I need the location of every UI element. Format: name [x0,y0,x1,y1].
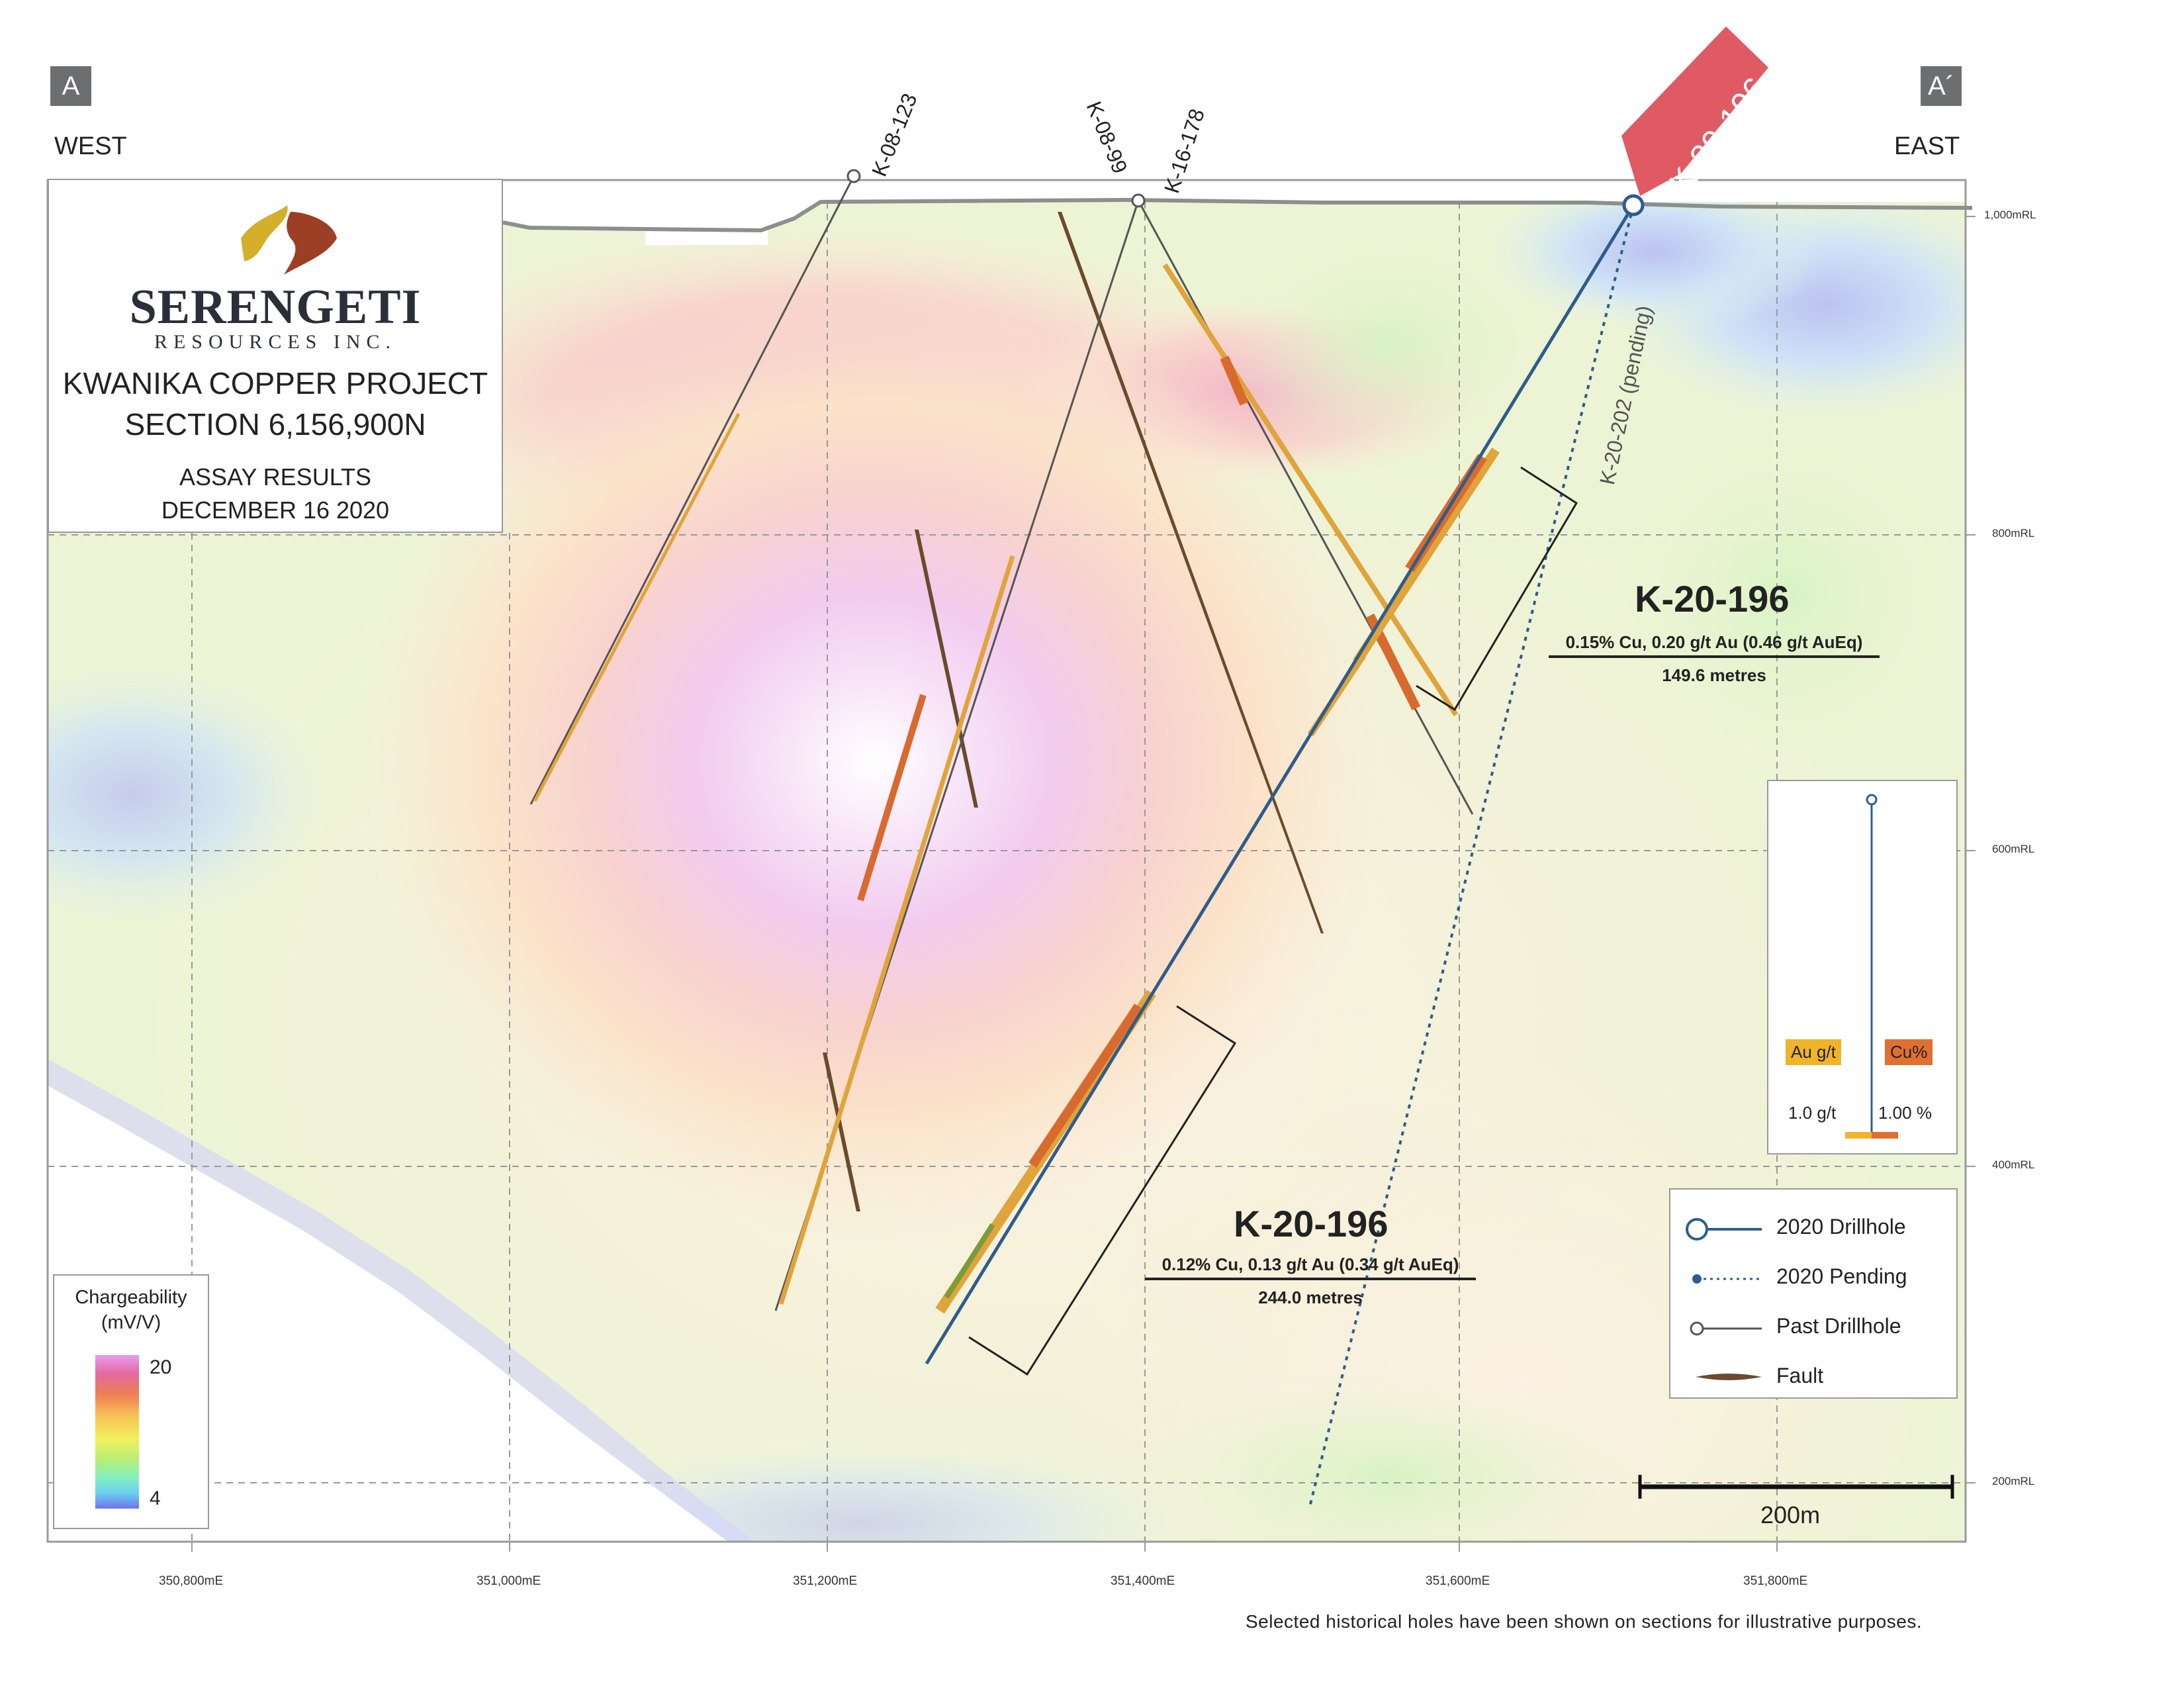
chargeability-title: Chargeability (mV/V) [54,1285,208,1335]
company-name: SERENGETI [129,280,422,334]
scale-bar [1638,1475,1954,1499]
fault-icon [1696,1374,1762,1380]
easting-label: 351,200mE [793,1574,858,1588]
legend-2020-drillhole: 2020 Drillhole [1776,1215,1906,1239]
legend-symbols [1686,1218,1762,1380]
pending-drillhole [1308,205,1635,1510]
assay-histograms [533,263,1500,1314]
elevation-label: 800mRL [1992,527,2035,539]
easting-label: 350,800mE [159,1574,224,1588]
drillhole-2020-icon [1686,1218,1762,1241]
elevation-label: 400mRL [1992,1158,2035,1171]
drillhole-2020 [925,204,1635,1365]
elevation-label: 200mRL [1992,1475,2035,1487]
title-box: SERENGETI RESOURCES INC. KWANIKA COPPER … [48,179,503,533]
footnote: Selected historical holes have been show… [1246,1611,1923,1632]
section-marker-west: A [50,66,91,106]
scale-bar-label: 200m [1760,1501,1821,1528]
past-drillhole-icon [1690,1321,1762,1336]
chargeability-color-ramp [95,1355,139,1509]
project-title: KWANIKA COPPER PROJECT [62,366,488,400]
serengeti-logo-icon [241,205,337,275]
map-frame [46,179,1967,1543]
collar-k08-123[interactable] [846,169,861,183]
result-length-upper: 149.6 metres [1662,665,1766,685]
au-scale-label: 1.0 g/t [1788,1103,1837,1123]
result-brackets [968,466,1578,1376]
result-length-lower: 244.0 metres [1258,1288,1363,1307]
elevation-label: 1,000mRL [1984,209,2036,221]
chargeability-max: 20 [150,1356,172,1378]
collar-k08-99[interactable] [1131,193,1146,208]
legend-fault: Fault [1776,1364,1824,1387]
easting-label: 351,800mE [1743,1574,1808,1588]
east-label: EAST [1894,132,1960,160]
chargeability-units: (mV/V) [101,1312,161,1333]
chargeability-legend: Chargeability (mV/V) 20 4 [53,1274,209,1529]
inset-hole-icon [1845,794,1898,1139]
result-hole-lower: K-20-196 [1234,1203,1388,1244]
au-tag: Au g/t [1786,1039,1841,1065]
chargeability-min: 4 [150,1487,161,1509]
legend-2020-pending: 2020 Pending [1776,1264,1907,1288]
west-label: WEST [54,132,127,160]
result-hole-upper: K-20-196 [1635,578,1790,620]
company-subtitle: RESOURCES INC. [154,331,397,353]
date-label: DECEMBER 16 2020 [161,496,390,524]
easting-label: 351,000mE [477,1574,541,1588]
collar-k20-196[interactable] [1622,194,1645,216]
section-title: SECTION 6,156,900N [124,407,426,442]
cu-tag: Cu% [1885,1039,1933,1065]
easting-label: 351,400mE [1111,1574,1175,1588]
chargeability-field [48,180,1966,1542]
pending-icon [1692,1274,1762,1284]
legend-past-drillhole: Past Drillhole [1776,1314,1901,1338]
result-grade-lower: 0.12% Cu, 0.13 g/t Au (0.34 g/t AuEq) [1145,1254,1476,1280]
topography-line [502,197,1973,233]
cu-scale-label: 1.00 % [1878,1103,1932,1123]
k20-196-callout-arrow [1621,26,1768,196]
easting-label: 351,600mE [1426,1574,1490,1588]
section-marker-east: A´ [1921,66,1962,106]
chargeability-title-line1: Chargeability [75,1287,187,1308]
result-grade-upper: 0.15% Cu, 0.20 g/t Au (0.46 g/t AuEq) [1549,632,1880,658]
legend: 2020 Drillhole 2020 Pending Past Drillho… [1669,1188,1958,1399]
elevation-label: 600mRL [1992,843,2035,855]
assay-heading: ASSAY RESULTS [179,463,372,491]
assay-scale-inset: Au g/t Cu% 1.0 g/t 1.00 % [1767,780,1958,1154]
